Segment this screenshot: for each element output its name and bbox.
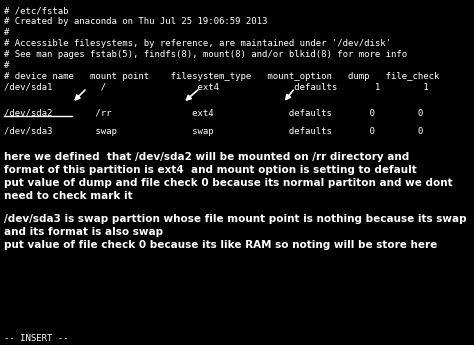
Text: format of this partition is ext4  and mount option is setting to default: format of this partition is ext4 and mou… — [4, 165, 417, 175]
Text: and its format is also swap: and its format is also swap — [4, 227, 163, 237]
Text: # /etc/fstab: # /etc/fstab — [4, 6, 69, 15]
Text: #: # — [4, 61, 9, 70]
Text: # Created by anaconda on Thu Jul 25 19:06:59 2013: # Created by anaconda on Thu Jul 25 19:0… — [4, 17, 267, 26]
Text: # Accessible filesystems, by reference, are maintained under '/dev/disk': # Accessible filesystems, by reference, … — [4, 39, 391, 48]
Text: #: # — [4, 28, 9, 37]
Text: need to check mark it: need to check mark it — [4, 191, 133, 201]
Text: /dev/sda2        /rr               ext4              defaults       0        0: /dev/sda2 /rr ext4 defaults 0 0 — [4, 108, 423, 117]
Text: put value of dump and file check 0 because its normal partiton and we dont: put value of dump and file check 0 becau… — [4, 178, 453, 188]
Text: /dev/sda3        swap              swap              defaults       0        0: /dev/sda3 swap swap defaults 0 0 — [4, 127, 423, 136]
Text: here we defined  that /dev/sda2 will be mounted on /rr directory and: here we defined that /dev/sda2 will be m… — [4, 152, 409, 162]
Text: -- INSERT --: -- INSERT -- — [4, 334, 69, 343]
Text: /dev/sda1         /                 ext4              defaults       1        1: /dev/sda1 / ext4 defaults 1 1 — [4, 83, 428, 92]
Text: # device name   mount point    filesystem_type   mount_option   dump   file_chec: # device name mount point filesystem_typ… — [4, 72, 439, 81]
Text: /dev/sda3 is swap parttion whose file mount point is nothing because its swap: /dev/sda3 is swap parttion whose file mo… — [4, 214, 466, 224]
Text: # See man pages fstab(5), findfs(8), mount(8) and/or blkid(8) for more info: # See man pages fstab(5), findfs(8), mou… — [4, 50, 407, 59]
Text: put value of file check 0 because its like RAM so noting will be store here: put value of file check 0 because its li… — [4, 240, 437, 250]
